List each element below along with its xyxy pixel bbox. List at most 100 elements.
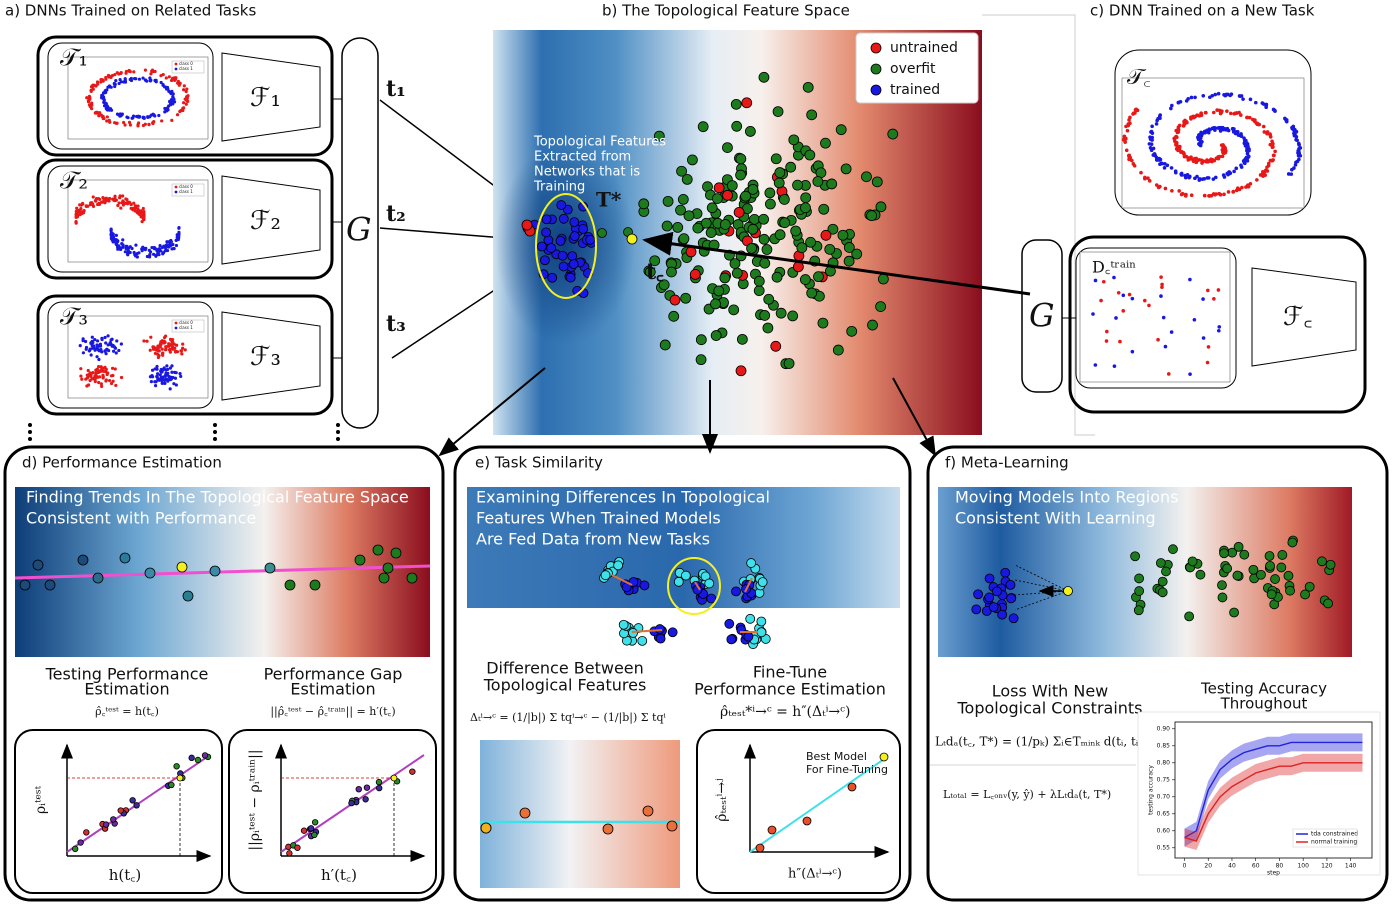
guide [1014, 564, 1069, 592]
inset-point [168, 366, 172, 370]
overfit-point [735, 365, 747, 377]
inset-point [110, 231, 114, 235]
model-point [755, 843, 765, 853]
inset-point [94, 368, 98, 372]
inset-point [1248, 181, 1253, 186]
inset-point [121, 194, 125, 198]
inset-point [165, 367, 170, 372]
inset-point [174, 349, 178, 353]
inset-point [1209, 193, 1214, 198]
trained-point [984, 573, 995, 584]
inset-point [97, 357, 101, 362]
arrow [642, 231, 1031, 296]
model-point [168, 781, 175, 789]
inset-point [180, 352, 184, 356]
legend-label: class 0 [179, 184, 193, 189]
inset-point [1214, 192, 1218, 196]
inset-point [1126, 123, 1131, 128]
inset-point [1158, 113, 1162, 117]
inset-point [135, 252, 139, 256]
overfit-point [774, 229, 786, 241]
inset-point [1222, 175, 1227, 179]
inset-point [1246, 184, 1251, 189]
overfit-point [759, 310, 771, 321]
formula: ρ̂ₜₑₛₜ*ⁱ→ᶜ = h″(Δₜⁱ→ᶜ) [720, 704, 850, 720]
overfit-point [1265, 560, 1275, 571]
inset-point [1204, 110, 1208, 115]
heading: Testing Performance [45, 665, 209, 684]
inset-point [152, 119, 156, 124]
inset-point [153, 69, 157, 74]
inset-point [179, 374, 183, 379]
legend-label: class 1 [179, 66, 193, 71]
model-label: ℱ₁ [250, 83, 281, 113]
legend-label: tda constrained [1311, 831, 1358, 838]
overfit-point [649, 255, 661, 267]
inset-point [117, 201, 121, 205]
inset-point [171, 97, 175, 101]
inset-point [90, 335, 94, 339]
inset-point [1152, 152, 1157, 156]
plot-box [696, 729, 901, 894]
inset-point [1268, 135, 1273, 139]
inset-point [141, 206, 145, 211]
inset-point [108, 342, 112, 347]
inset-point [1197, 178, 1202, 182]
overfit-point [1184, 611, 1195, 622]
inset-point [90, 101, 94, 105]
overfit-point [779, 217, 791, 229]
arrow [892, 377, 936, 457]
inset-point [1265, 165, 1269, 169]
task-label: 𝒯₂ [60, 167, 88, 195]
overfit-point [597, 228, 607, 238]
overfit-point [1283, 570, 1294, 581]
inset-point [100, 115, 104, 119]
legend-marker [174, 321, 178, 325]
inset-point [97, 364, 101, 369]
inset-point [1121, 293, 1126, 298]
model-point [286, 850, 293, 857]
overfit-point [1195, 569, 1206, 580]
inset-point [1127, 118, 1131, 122]
inset-point [1099, 298, 1103, 303]
x-tick-label: 60 [1252, 863, 1260, 870]
inset-point [91, 195, 95, 199]
inset-point [80, 377, 84, 381]
inset-point [163, 249, 167, 253]
inset-point [101, 376, 105, 380]
inset-point [78, 212, 82, 217]
inset-point [164, 334, 168, 338]
model-point [602, 823, 614, 835]
inset-point [177, 226, 181, 230]
fit-line [749, 756, 888, 853]
inset-point [106, 334, 110, 338]
inset-point [115, 121, 119, 125]
inset-point [1290, 167, 1294, 172]
inset-point [1200, 139, 1204, 144]
difference [611, 574, 633, 586]
model-point [129, 797, 136, 804]
inset-point [91, 371, 95, 375]
inset-point [1183, 173, 1187, 178]
inset-point [170, 247, 174, 251]
inset-point [113, 367, 117, 371]
inset-point [118, 196, 122, 200]
inset-point [91, 344, 96, 348]
inset-point [109, 374, 114, 378]
inset-point [1193, 95, 1197, 100]
model-label: ℱ₃ [250, 342, 281, 372]
overfit-point [759, 257, 771, 269]
model-box [1068, 235, 1367, 414]
overfit-point [840, 163, 852, 175]
inset-point [1224, 92, 1229, 97]
inset-point [1176, 100, 1181, 105]
trained-point [541, 214, 552, 225]
inset-point [1182, 152, 1186, 156]
inset-point [174, 383, 178, 387]
inset-point [82, 209, 86, 213]
inset-point [117, 81, 121, 86]
inset-point [79, 367, 83, 371]
inset-point [160, 376, 164, 380]
ellipsis [213, 423, 217, 427]
overfit-point [837, 229, 849, 241]
